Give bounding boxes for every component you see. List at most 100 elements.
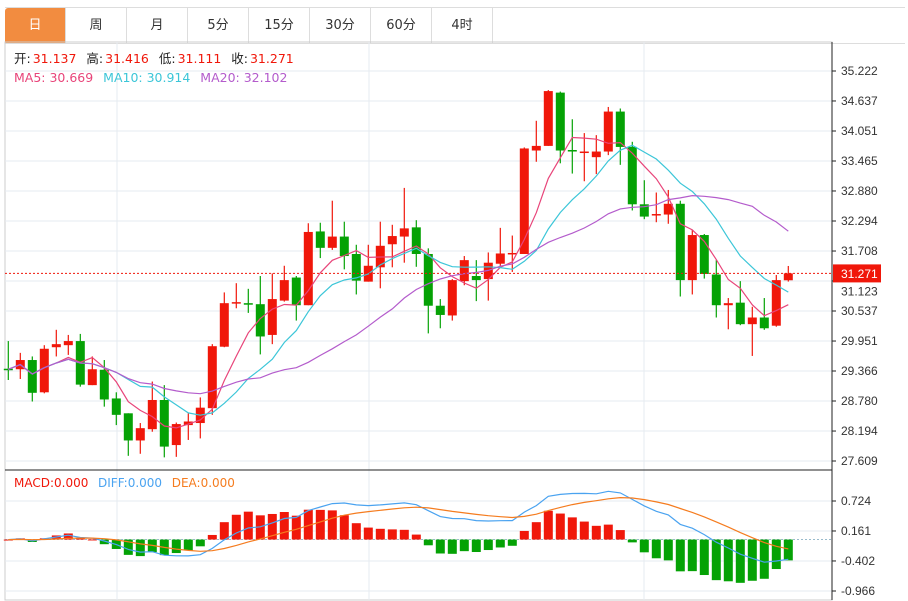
macd-bar [483, 539, 493, 551]
candle [159, 385, 169, 458]
tab-month[interactable]: 月 [127, 8, 188, 43]
candle-body [435, 305, 445, 315]
price-tick-label: 29.951 [841, 334, 878, 348]
candle-body [627, 146, 637, 205]
close-value: 31.271 [249, 51, 294, 66]
candle-body [507, 252, 517, 255]
tab-60min[interactable]: 60分 [371, 8, 432, 43]
macd-panel [3, 490, 832, 583]
tab-day[interactable]: 日 [5, 8, 66, 43]
candle [147, 381, 157, 432]
candle-body [579, 151, 589, 154]
price-tick-label: 34.637 [841, 94, 878, 108]
candle-body [171, 424, 181, 446]
candle [315, 222, 325, 259]
macd-bar [171, 539, 181, 554]
price-tick-label: 31.123 [841, 284, 878, 298]
price-tick-label: 29.366 [841, 364, 878, 378]
candle [591, 135, 601, 175]
macd-bar [63, 533, 73, 540]
macd-bar [495, 539, 505, 548]
axes: 35.222 34.637 34.051 33.465 32.880 32.294 31.7… [831, 42, 881, 600]
candle-body [555, 92, 565, 151]
candle-body [471, 276, 481, 281]
price-tick-label: 34.051 [841, 124, 878, 138]
candle [111, 392, 121, 426]
macd-bar [255, 515, 265, 540]
price-tick-label: 35.222 [841, 64, 878, 78]
macd-bar [663, 539, 673, 561]
macd-bar [399, 529, 409, 540]
candle [243, 288, 253, 313]
candle-body [387, 236, 397, 245]
candle [39, 345, 49, 394]
candle [255, 276, 265, 355]
candle [615, 108, 625, 165]
candle [507, 235, 517, 272]
timeframe-tabs: 日 周 月 5分 15分 30分 60分 4时 [5, 7, 905, 44]
macd-bar [747, 539, 757, 581]
price-tick-label: 31.708 [841, 244, 878, 258]
macd-bar [711, 539, 721, 581]
macd-bar [471, 539, 481, 553]
low-value: 31.111 [177, 51, 222, 66]
low-label: 低: [158, 51, 176, 66]
candle [603, 106, 613, 156]
price-tick-label: 27.609 [841, 454, 878, 468]
macd-bar [579, 521, 589, 540]
tab-15min[interactable]: 15分 [249, 8, 310, 43]
candle [531, 120, 541, 162]
macd-bar [555, 513, 565, 540]
candle-body [183, 421, 193, 426]
candle-body [87, 369, 97, 386]
candle-body [687, 235, 697, 281]
candle [675, 200, 685, 297]
candle-body [447, 280, 457, 316]
price-tick-label: 28.780 [841, 394, 878, 408]
candle [771, 274, 781, 327]
candle-body [783, 273, 793, 281]
macd-bar [327, 510, 337, 540]
macd-bar [507, 539, 517, 546]
macd-bar [759, 539, 769, 579]
ma20-line [8, 194, 789, 395]
macd-bar [591, 525, 601, 540]
macd-bar [363, 527, 373, 540]
candle [435, 299, 445, 329]
moving-average-lines [5, 136, 832, 429]
candle-body [639, 204, 649, 217]
macd-bar [651, 539, 661, 559]
macd-bar [279, 512, 289, 540]
macd-bar [315, 509, 325, 540]
candle-body [711, 274, 721, 306]
tab-week[interactable]: 周 [66, 8, 127, 43]
candle-body [135, 428, 145, 441]
candle-body [219, 303, 229, 347]
candle [219, 292, 229, 348]
dea-value: DEA:0.000 [171, 476, 235, 490]
candle-body [267, 299, 277, 335]
candle-body [543, 91, 553, 146]
macd-bar [135, 539, 145, 557]
candle [207, 344, 217, 415]
candle [543, 90, 553, 146]
tab-4hour[interactable]: 4时 [432, 8, 493, 43]
tab-5min[interactable]: 5分 [188, 8, 249, 43]
candle [375, 221, 385, 289]
macd-bar [291, 515, 301, 540]
macd-bar [267, 513, 277, 540]
macd-bar [351, 523, 361, 540]
candle-body [147, 399, 157, 430]
ma10-legend: MA10: 30.914 [103, 70, 191, 85]
candle-body [3, 368, 13, 371]
macd-tick-label: -0.402 [841, 554, 875, 568]
candle [279, 265, 289, 302]
macd-bar [639, 539, 649, 553]
candle [303, 223, 313, 306]
candle [783, 265, 793, 282]
candle [495, 227, 505, 267]
tab-30min[interactable]: 30分 [310, 8, 371, 43]
diff-value: DIFF:0.000 [98, 476, 163, 490]
diff-line [8, 490, 789, 563]
